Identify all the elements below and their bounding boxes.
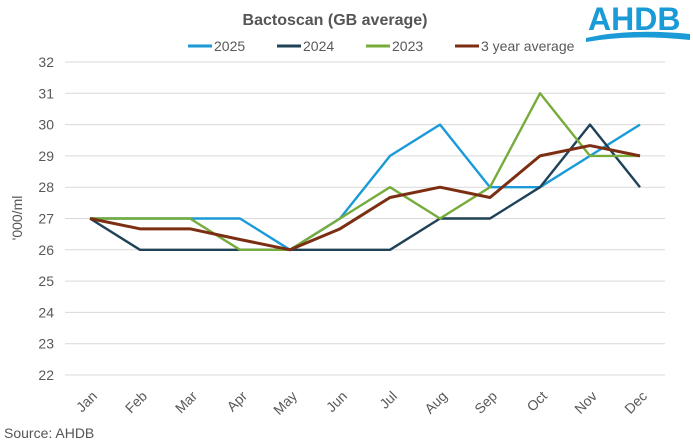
logo-wave: [586, 31, 690, 42]
y-tick-label: 28: [38, 179, 54, 195]
legend-label: 3 year average: [481, 38, 575, 54]
y-tick-label: 23: [38, 336, 54, 352]
y-tick-label: 32: [38, 54, 54, 70]
y-tick-label: 31: [38, 85, 54, 101]
y-tick-label: 29: [38, 148, 54, 164]
x-tick-label: Feb: [122, 388, 151, 417]
y-tick-label: 25: [38, 273, 54, 289]
x-tick-label: Dec: [621, 388, 650, 417]
y-tick-label: 27: [38, 211, 54, 227]
x-tick-label: Jul: [376, 388, 400, 412]
x-tick-label: Mar: [172, 388, 201, 417]
x-tick-label: May: [270, 388, 300, 418]
legend-label: 2023: [392, 38, 423, 54]
source-note: Source: AHDB: [4, 425, 94, 441]
x-tick-label: Sep: [471, 388, 500, 417]
y-tick-label: 24: [38, 304, 54, 320]
ahdb-logo: AHDB: [586, 1, 690, 42]
series-line-2024: [89, 123, 641, 252]
y-tick-label: 22: [38, 367, 54, 383]
y-tick-label: 30: [38, 117, 54, 133]
series-line-2023: [90, 92, 640, 252]
y-tick-label: 26: [38, 242, 54, 258]
x-tick-label: Jun: [323, 388, 350, 415]
chart-title: Bactoscan (GB average): [243, 12, 428, 29]
legend-label: 2024: [303, 38, 334, 54]
x-tick-label: Oct: [523, 388, 550, 415]
x-tick-label: Jan: [73, 388, 100, 415]
logo-text: AHDB: [588, 1, 680, 37]
y-axis-label: '000/ml: [9, 196, 25, 241]
x-tick-label: Nov: [571, 388, 600, 417]
x-tick-label: Aug: [421, 388, 450, 417]
legend-label: 2025: [214, 38, 245, 54]
series-line-3-year-average: [89, 144, 641, 252]
x-tick-label: Apr: [223, 388, 250, 415]
